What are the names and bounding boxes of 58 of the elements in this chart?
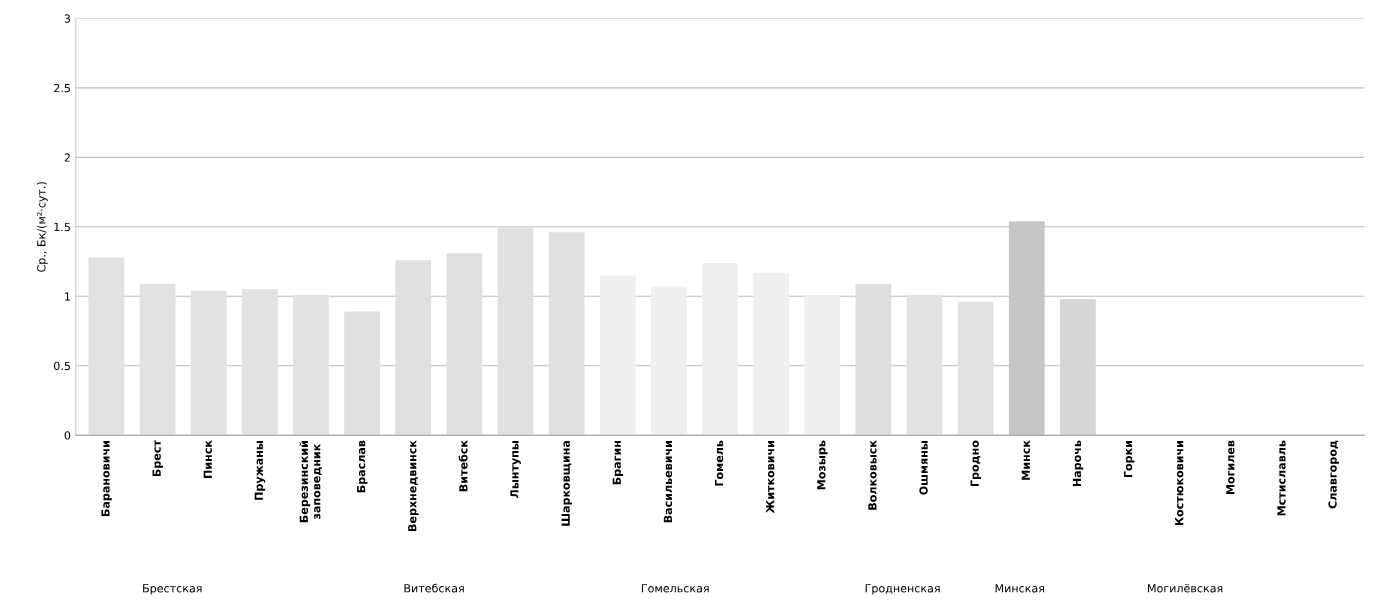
bar: [599, 275, 636, 436]
text: Гродненская: [865, 584, 940, 595]
bar: [190, 290, 227, 436]
x-tick-label: Барановичи: [101, 441, 112, 517]
bar: [1060, 299, 1096, 436]
y-tick-label: 0.5: [53, 361, 70, 371]
x-tick-label: Лынтупы: [510, 440, 521, 498]
bar: [906, 294, 943, 436]
x-tick-label: Васильевичи: [663, 441, 673, 523]
bar: [446, 253, 483, 436]
y-tick-label: 2.5: [54, 83, 70, 93]
y-tick-label: 1: [65, 292, 70, 301]
x-tick-label: Ошмяны: [919, 440, 928, 495]
bar: [344, 311, 380, 436]
x-tick-label: Мозырь: [817, 440, 828, 490]
x-tick-label: Верхнедвинск: [408, 440, 419, 531]
bar: [241, 289, 278, 436]
x-tick-label: Витебск: [458, 440, 468, 492]
x-tick-label: Могилев: [1226, 440, 1235, 495]
x-tick-label: Браслав: [357, 440, 368, 493]
bar: [855, 283, 892, 436]
bar: [497, 226, 534, 436]
text: Минская: [995, 584, 1044, 593]
text: Брестская: [143, 584, 202, 595]
x-tick-label: Брагин: [612, 441, 624, 485]
x-tick-label: Березинский заповедник: [299, 441, 322, 523]
y-tick-label: 0: [64, 431, 71, 440]
y-tick-label: 1.5: [54, 222, 70, 232]
bar: [753, 272, 790, 436]
x-tick-label: Пинск: [203, 440, 212, 478]
y-tick-label: 2: [64, 153, 70, 162]
x-tick-label: Минск: [1021, 440, 1030, 480]
text: Гомельская: [641, 584, 709, 593]
bar: [88, 257, 125, 436]
bar: [139, 283, 176, 436]
x-tick-label: Нарочь: [1072, 440, 1084, 487]
x-tick-label: Мстиславль: [1277, 440, 1286, 516]
x-tick-label: Брест: [152, 440, 163, 477]
y-tick-label: 3: [64, 14, 71, 23]
x-tick-label: Волковыск: [868, 440, 877, 510]
bar: [548, 232, 585, 436]
bar: [293, 294, 329, 436]
x-tick-label: Гомель: [714, 440, 724, 486]
x-tick-label: Пружаны: [254, 440, 266, 500]
bar: [650, 286, 687, 436]
text: Витебская: [404, 583, 464, 593]
x-tick-label: Горки: [1124, 441, 1135, 478]
x-tick-label: Шарковщина: [561, 440, 572, 526]
x-tick-label: Житковичи: [766, 441, 775, 514]
bar: [957, 301, 994, 436]
y-axis-title: Ср., Бк/(м²·сут.): [36, 182, 48, 272]
text: Могилёвская: [1148, 583, 1223, 593]
x-tick-label: Славгород: [1328, 440, 1339, 509]
bar: [395, 260, 432, 436]
x-tick-label: Костюковичи: [1175, 441, 1184, 526]
bar: [804, 294, 841, 436]
bar: [702, 262, 738, 436]
x-tick-label: Гродно: [970, 440, 982, 487]
